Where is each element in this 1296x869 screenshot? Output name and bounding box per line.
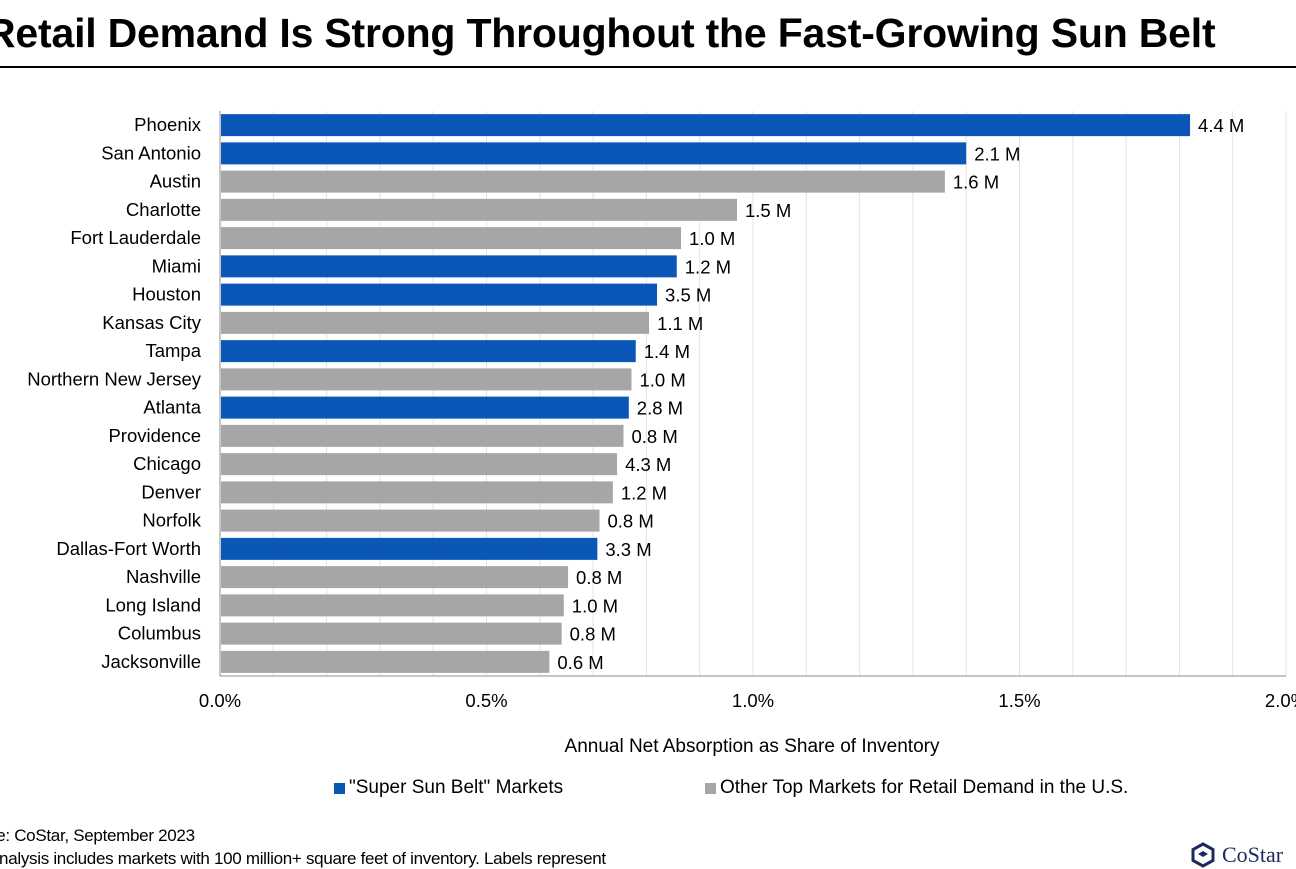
bar [221,622,562,645]
bar [221,650,550,673]
y-tick-label: Miami [152,255,201,276]
bar [221,396,629,419]
y-tick-label: Austin [150,171,201,192]
chart-title: Retail Demand Is Strong Throughout the F… [0,10,1216,56]
bar [221,453,618,476]
legend-label-other: Other Top Markets for Retail Demand in t… [720,777,1129,798]
x-axis-title: Annual Net Absorption as Share of Invent… [565,736,940,757]
costar-logo-icon [1191,842,1215,868]
legend-label-super: "Super Sun Belt" Markets [349,777,564,798]
bar [221,311,650,334]
x-tick-label: 0.0% [199,690,241,711]
data-label: 1.1 M [657,313,703,334]
x-tick-label: 2.0% [1265,690,1296,711]
bar [221,142,967,165]
bar [221,170,945,193]
data-label: 1.4 M [644,341,690,362]
y-tick-label: Providence [108,425,201,446]
data-label: 3.3 M [605,539,651,560]
y-tick-label: Tampa [145,340,201,361]
data-label: 1.5 M [745,200,791,221]
y-tick-label: Jacksonville [101,651,201,672]
bar [221,481,613,504]
y-tick-label: Phoenix [134,114,202,135]
data-label: 1.2 M [621,482,667,503]
data-label: 2.1 M [974,143,1020,164]
chart-legend: "Super Sun Belt" Markets Other Top Marke… [0,777,1296,803]
bar [221,537,598,560]
costar-logo-text: CoStar [1222,842,1284,867]
data-label: 1.0 M [639,369,685,390]
data-label: 1.6 M [953,172,999,193]
bar [221,283,658,306]
legend-item-super-sun-belt: "Super Sun Belt" Markets [334,777,563,799]
data-label: 3.5 M [665,285,711,306]
y-tick-label: Columbus [118,623,201,644]
y-tick-label: Long Island [105,594,201,615]
bar-chart: Phoenix 4.4 M San Antonio 2.1 M Austin 1.6 M C… [27,111,1296,757]
data-label: 1.2 M [685,256,731,277]
data-label: 0.8 M [576,567,622,588]
y-tick-label: Atlanta [143,397,201,418]
y-tick-label: Denver [141,481,201,502]
legend-item-other-markets: Other Top Markets for Retail Demand in t… [705,777,1128,799]
data-label: 1.0 M [572,595,618,616]
bar [221,509,600,532]
y-tick-label: Norfolk [142,510,201,531]
legend-swatch-super [334,782,345,794]
legend-swatch-other [705,782,716,794]
y-tick-label: San Antonio [101,142,201,163]
source-note: ce: CoStar, September 2023 [0,826,195,845]
bar [221,566,569,589]
title-divider [0,66,1296,68]
data-label: 0.8 M [607,511,653,532]
x-tick-label: 0.5% [465,690,507,711]
bar [221,198,738,221]
y-tick-label: Northern New Jersey [27,368,202,389]
data-label: 0.8 M [631,426,677,447]
data-label: 4.4 M [1198,115,1244,136]
y-tick-label: Houston [132,284,201,305]
y-tick-label: Nashville [126,566,201,587]
bar [221,227,682,250]
bar [221,424,624,447]
data-label: 0.6 M [557,652,603,673]
x-tick-label: 1.5% [998,690,1040,711]
y-tick-label: Charlotte [126,199,201,220]
bar [221,255,677,278]
bar [221,340,636,363]
data-label: 4.3 M [625,454,671,475]
data-label: 0.8 M [570,624,616,645]
y-tick-label: Kansas City [102,312,201,333]
y-tick-label: Dallas-Fort Worth [56,538,201,559]
data-label: 2.8 M [637,398,683,419]
bar [221,114,1191,137]
bar [221,368,632,391]
y-tick-label: Fort Lauderdale [70,227,201,248]
costar-logo: CoStar [1190,842,1283,868]
x-tick-label: 1.0% [732,690,774,711]
analysis-note: Analysis includes markets with 100 milli… [0,849,606,868]
y-tick-label: Chicago [133,453,201,474]
bar [221,594,564,617]
data-label: 1.0 M [689,228,735,249]
